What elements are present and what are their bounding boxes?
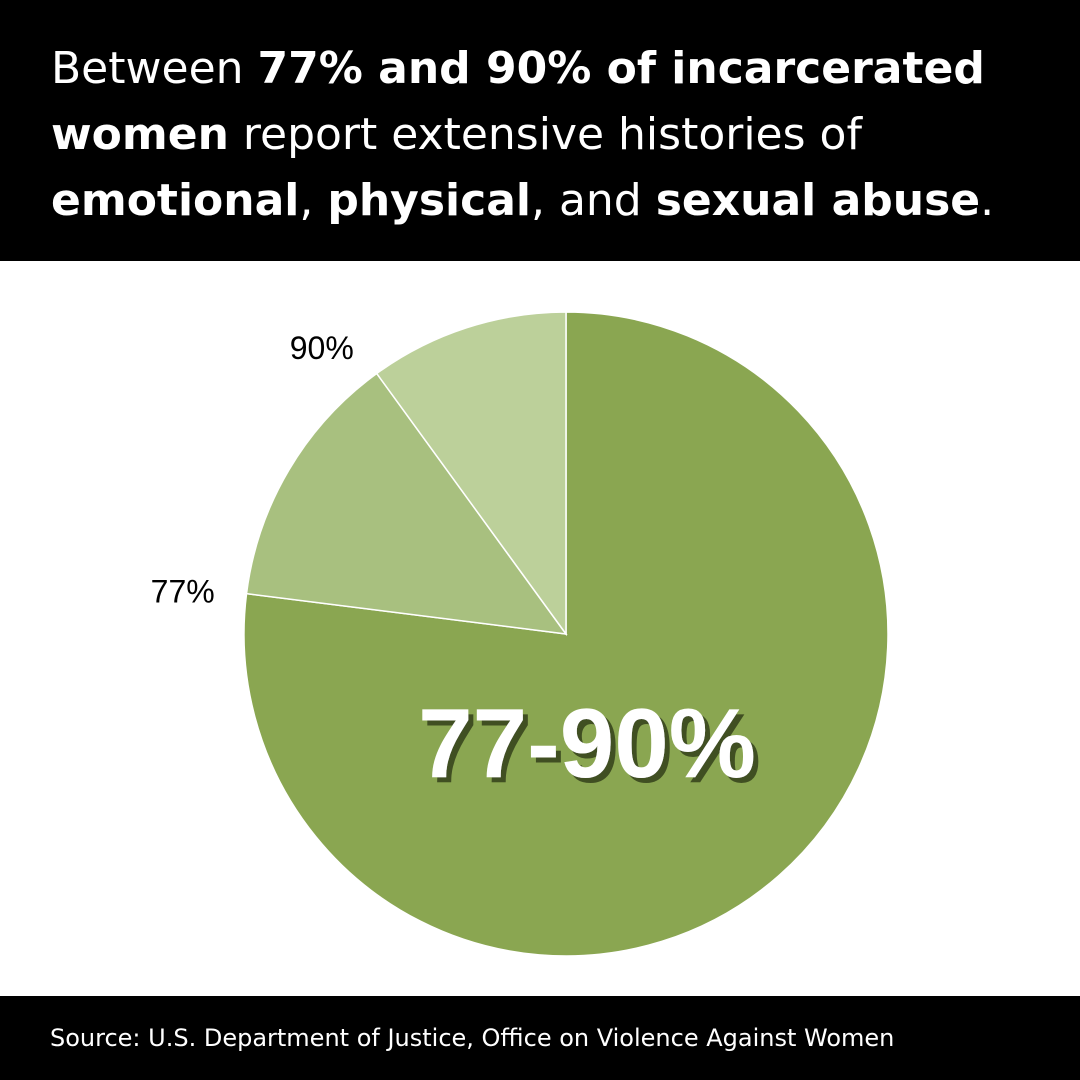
pie-slice-3 [375, 311, 567, 637]
headline-bold-physical: physical [327, 175, 531, 226]
headline-bold-sexual-abuse: sexual abuse [655, 175, 981, 226]
pie-center-label: 77-90% [418, 688, 756, 798]
source-citation: Source: U.S. Department of Justice, Offi… [50, 1024, 895, 1052]
headline-text-4: , and [530, 175, 656, 226]
pie-chart: 77% 90% 77-90% [151, 311, 889, 957]
pie-slice-label-3: 90% [290, 330, 354, 366]
headline-text-3: , [299, 175, 328, 226]
pie-slice-label-2: 77% [151, 573, 215, 609]
headline-text-2: report extensive histories of [228, 109, 862, 160]
headline-bold-range: 77% and 90% of incarcerated women [51, 43, 985, 160]
headline: Between 77% and 90% of incarcerated wome… [51, 36, 1051, 234]
pie-slices [243, 311, 889, 957]
headline-text-1: Between [51, 43, 258, 94]
headline-text-5: . [980, 175, 995, 226]
pie-slice-labels: 77% 90% [151, 330, 354, 609]
footer-bar: Source: U.S. Department of Justice, Offi… [0, 996, 1080, 1080]
header-banner: Between 77% and 90% of incarcerated wome… [0, 0, 1080, 261]
headline-bold-emotional: emotional [51, 175, 300, 226]
pie-slice-2 [245, 372, 568, 635]
